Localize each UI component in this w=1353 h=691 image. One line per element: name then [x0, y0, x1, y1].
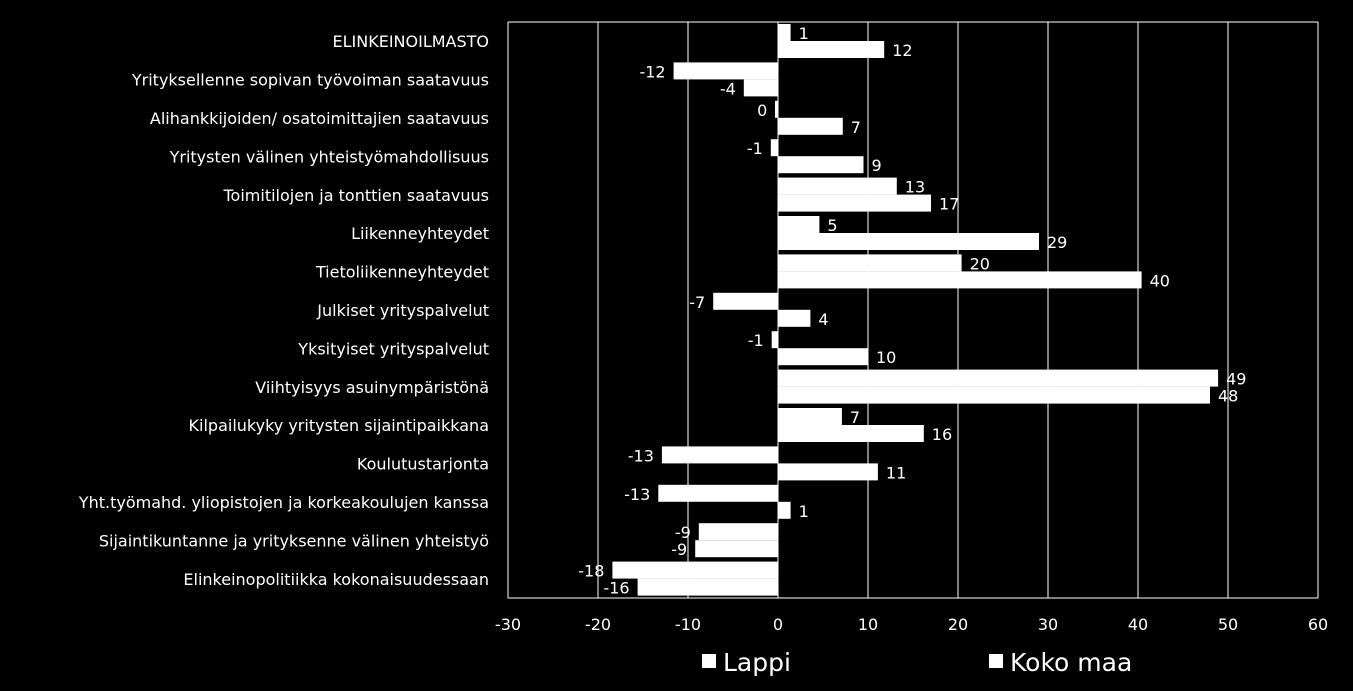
data-label-koko-maa: -9	[671, 540, 687, 559]
x-tick-label: 10	[858, 615, 878, 634]
category-label: Yritysten välinen yhteistyömahdollisuus	[169, 147, 489, 166]
data-label-koko-maa: 7	[851, 118, 861, 137]
data-label-lappi: 1	[799, 24, 809, 43]
data-label-koko-maa: 12	[892, 41, 912, 60]
data-label-koko-maa: 48	[1218, 387, 1238, 406]
x-tick-label: 40	[1128, 615, 1148, 634]
data-label-koko-maa: 4	[818, 310, 828, 329]
legend-label-lappi: Lappi	[723, 648, 791, 677]
bar-koko-maa	[778, 156, 864, 174]
bar-koko-maa	[778, 233, 1039, 250]
bar-koko-maa	[778, 271, 1142, 289]
x-tick-label: -30	[495, 615, 521, 634]
bar-koko-maa	[778, 348, 868, 366]
bar-koko-maa	[778, 463, 878, 481]
bar-koko-maa	[695, 540, 778, 558]
data-label-koko-maa: 1	[799, 502, 809, 521]
data-label-koko-maa: 11	[886, 463, 906, 482]
bar-lappi	[673, 62, 778, 80]
data-label-lappi: 5	[827, 216, 837, 235]
gridlines	[507, 21, 1319, 599]
bar-lappi	[661, 446, 778, 464]
legend: Lappi Koko maa	[702, 648, 1132, 677]
bar-koko-maa	[778, 386, 1210, 404]
data-label-lappi: -1	[748, 331, 764, 350]
x-tick-label: 20	[948, 615, 968, 634]
category-label: Koulutustarjonta	[357, 455, 489, 474]
data-label-lappi: 7	[850, 408, 860, 427]
data-label-koko-maa: 17	[939, 195, 959, 214]
bar-koko-maa	[778, 501, 791, 519]
data-label-lappi: 20	[970, 254, 990, 273]
category-label: Elinkeinopolitiikka kokonaisuudessaan	[183, 570, 489, 589]
bar-lappi	[778, 24, 791, 41]
bar-koko-maa	[743, 79, 778, 97]
bar-koko-maa	[637, 578, 778, 596]
category-label: ELINKEINOILMASTO	[333, 32, 490, 51]
category-label: Alihankkijoiden/ osatoimittajien saatavu…	[150, 109, 489, 128]
x-tick-label: -10	[675, 615, 701, 634]
legend-swatch-lappi	[702, 654, 716, 668]
bar-lappi	[778, 254, 962, 272]
bar-lappi	[770, 139, 778, 157]
data-label-lappi: 49	[1226, 370, 1246, 389]
category-label: Liikenneyhteydet	[351, 224, 489, 243]
bars	[612, 24, 1219, 596]
bar-lappi	[698, 523, 778, 541]
bar-koko-maa	[778, 117, 843, 135]
data-label-koko-maa: 16	[932, 425, 952, 444]
bar-lappi	[775, 100, 778, 118]
data-labels: 1-120-113520-7-1497-13-13-9-1812-4791729…	[578, 24, 1246, 598]
bar-lappi	[713, 292, 778, 310]
data-label-lappi: -13	[628, 446, 654, 465]
category-label: Yht.työmahd. yliopistojen ja korkeakoulu…	[78, 493, 489, 512]
data-label-koko-maa: 29	[1047, 233, 1067, 252]
x-tick-label: 50	[1218, 615, 1238, 634]
bar-lappi	[778, 408, 842, 425]
x-tick-label: 0	[773, 615, 783, 634]
bar-koko-maa	[778, 41, 885, 58]
data-label-lappi: 13	[905, 178, 925, 197]
x-axis-tick-labels: -30 -20 -10 0 10 20 30 40 50 60	[495, 615, 1328, 634]
category-label: Kilpailukyky yritysten sijaintipaikkana	[189, 416, 489, 435]
bar-lappi	[778, 369, 1219, 387]
bar-lappi	[778, 177, 897, 195]
data-label-koko-maa: -4	[720, 79, 736, 98]
bar-lappi	[658, 484, 778, 502]
data-label-lappi: -1	[747, 139, 763, 158]
bar-lappi	[771, 331, 778, 349]
bar-koko-maa	[778, 194, 931, 212]
category-label: Toimitilojen ja tonttien saatavuus	[223, 186, 490, 205]
bar-koko-maa	[778, 309, 811, 327]
data-label-koko-maa: 40	[1150, 271, 1170, 290]
legend-label-koko-maa: Koko maa	[1010, 648, 1132, 677]
data-label-koko-maa: 9	[872, 156, 882, 175]
x-tick-label: 60	[1308, 615, 1328, 634]
x-tick-label: -20	[585, 615, 611, 634]
data-label-lappi: -18	[578, 562, 604, 581]
category-label: Tietoliikenneyhteydet	[315, 263, 489, 282]
data-label-lappi: -12	[639, 62, 665, 81]
data-label-koko-maa: 10	[876, 348, 896, 367]
bar-lappi	[612, 561, 778, 579]
data-label-lappi: -13	[624, 485, 650, 504]
bar-koko-maa	[778, 425, 924, 442]
data-label-koko-maa: -16	[603, 579, 629, 598]
category-label: Viihtyisyys asuinympäristönä	[255, 378, 489, 397]
legend-swatch-koko-maa	[989, 654, 1003, 668]
category-label: Sijaintikuntanne ja yrityksenne välinen …	[99, 531, 489, 550]
x-tick-label: 30	[1038, 615, 1058, 634]
category-labels: ELINKEINOILMASTO Yrityksellenne sopivan t…	[78, 32, 489, 589]
data-label-lappi: -7	[689, 293, 705, 312]
category-label: Julkiset yrityspalvelut	[316, 301, 489, 320]
data-label-lappi: 0	[757, 101, 767, 120]
category-label: Yksityiset yrityspalvelut	[297, 339, 489, 358]
data-label-lappi: -9	[675, 523, 691, 542]
bar-lappi	[778, 216, 820, 233]
category-label: Yrityksellenne sopivan työvoiman saatavu…	[131, 71, 489, 90]
